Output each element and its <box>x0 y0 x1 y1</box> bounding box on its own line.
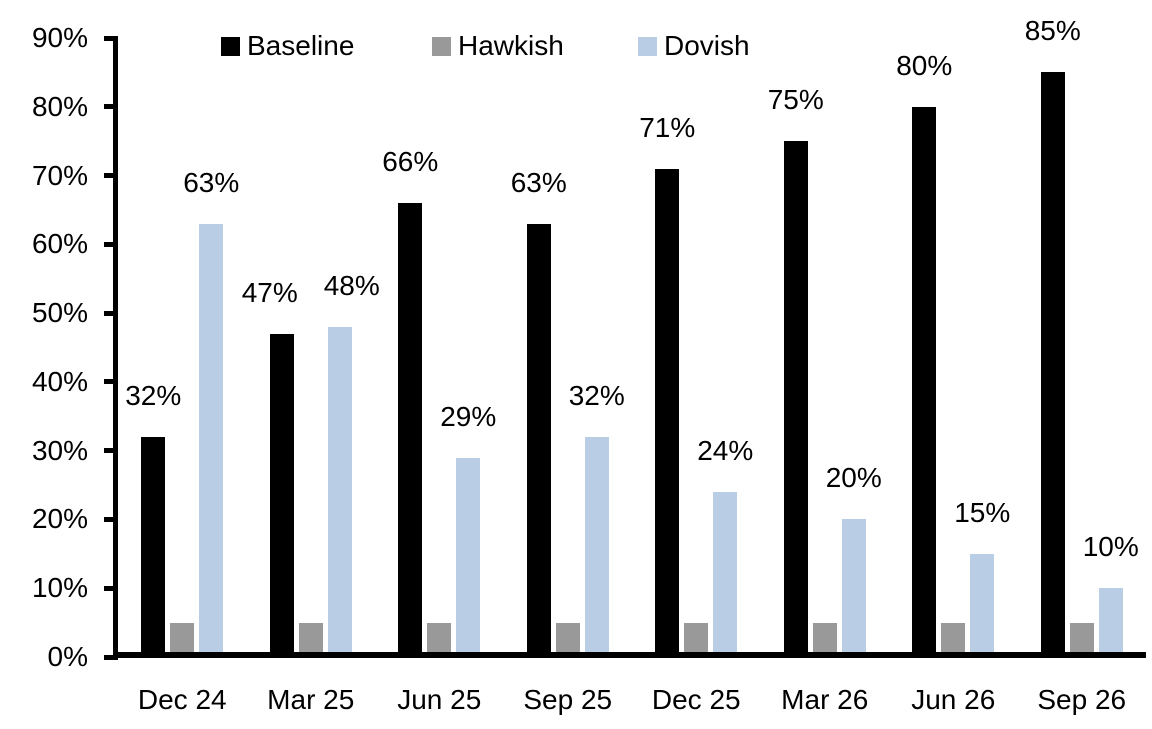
data-label-baseline: 32% <box>125 379 182 411</box>
bar-hawkish <box>170 622 195 657</box>
bar-dovish <box>841 519 866 657</box>
legend-item-dovish: Dovish <box>638 31 750 61</box>
bar-baseline <box>1040 72 1065 657</box>
y-axis-tick <box>104 173 118 179</box>
x-category-label: Jun 25 <box>397 684 482 715</box>
y-axis-tick <box>104 35 118 41</box>
y-axis-tick <box>104 654 118 660</box>
data-label-baseline: 80% <box>896 49 953 81</box>
y-axis-tick <box>104 241 118 247</box>
y-axis-tick <box>104 104 118 110</box>
bar-dovish <box>584 436 609 657</box>
x-category-label: Jun 26 <box>911 684 996 715</box>
bar-hawkish <box>1069 622 1094 657</box>
bar-dovish <box>1098 588 1123 657</box>
bar-dovish <box>327 326 352 657</box>
bar-baseline <box>655 168 680 657</box>
bar-baseline <box>398 203 423 657</box>
data-label-dovish: 15% <box>954 496 1011 528</box>
data-label-baseline: 71% <box>639 111 696 143</box>
legend-swatch-baseline <box>221 36 240 56</box>
y-tick-label: 40% <box>31 365 88 397</box>
y-tick-label: 80% <box>31 90 88 122</box>
x-category-label: Mar 25 <box>267 684 355 715</box>
legend-label-dovish: Dovish <box>664 30 750 61</box>
x-category-label: Dec 24 <box>137 684 227 715</box>
data-label-baseline: 47% <box>241 276 298 308</box>
y-axis-tick <box>104 585 118 591</box>
y-axis-tick <box>104 448 118 454</box>
bar-dovish <box>713 491 738 657</box>
y-axis-tick <box>104 516 118 522</box>
y-tick-label: 10% <box>31 572 88 604</box>
bar-hawkish <box>427 622 452 657</box>
y-tick-label: 0% <box>47 641 88 672</box>
data-label-baseline: 85% <box>1024 15 1081 47</box>
bar-hawkish <box>555 622 580 657</box>
data-label-dovish: 20% <box>825 462 882 494</box>
y-tick-label: 70% <box>31 159 88 191</box>
bar-hawkish <box>812 622 837 657</box>
y-tick-label: 50% <box>31 297 88 329</box>
data-label-baseline: 66% <box>382 146 439 178</box>
bar-dovish <box>970 553 995 657</box>
data-label-dovish: 63% <box>183 166 240 198</box>
bar-baseline <box>526 223 551 657</box>
y-axis-tick <box>104 310 118 316</box>
data-label-dovish: 10% <box>1082 531 1139 563</box>
bar-hawkish <box>684 622 709 657</box>
bar-dovish <box>199 223 224 657</box>
bar-baseline <box>783 141 808 657</box>
data-label-dovish: 29% <box>440 400 497 432</box>
legend-label-hawkish: Hawkish <box>458 30 564 61</box>
legend-label-baseline: Baseline <box>247 30 355 61</box>
x-category-label: Dec 25 <box>651 684 741 715</box>
data-label-baseline: 63% <box>510 166 567 198</box>
x-axis-line <box>113 652 1146 658</box>
bar-baseline <box>269 333 294 657</box>
data-label-baseline: 75% <box>767 84 824 116</box>
y-tick-label: 30% <box>31 434 88 466</box>
bar-baseline <box>141 436 166 657</box>
bar-hawkish <box>298 622 323 657</box>
x-category-label: Sep 25 <box>523 684 613 715</box>
x-category-label: Sep 26 <box>1037 684 1127 715</box>
legend-item-hawkish: Hawkish <box>432 31 564 61</box>
bar-baseline <box>912 106 937 657</box>
y-tick-label: 60% <box>31 228 88 260</box>
data-label-dovish: 24% <box>697 434 754 466</box>
legend-swatch-dovish <box>638 36 657 56</box>
bar-dovish <box>456 457 481 657</box>
y-tick-label: 20% <box>31 503 88 535</box>
legend-swatch-hawkish <box>432 36 451 56</box>
y-axis-line <box>113 38 118 657</box>
data-label-dovish: 48% <box>323 269 380 301</box>
bar-hawkish <box>941 622 966 657</box>
y-axis-tick <box>104 379 118 385</box>
x-category-label: Mar 26 <box>781 684 869 715</box>
data-label-dovish: 32% <box>568 379 625 411</box>
y-tick-label: 90% <box>31 22 88 53</box>
legend-item-baseline: Baseline <box>221 31 354 61</box>
